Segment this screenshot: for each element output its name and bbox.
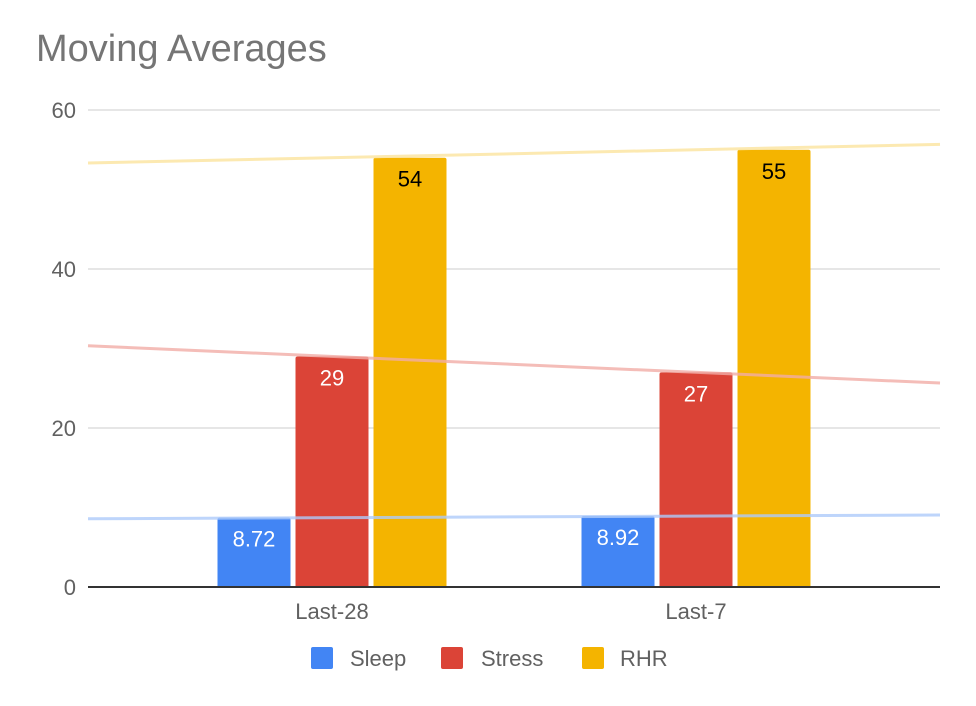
legend-swatch-sleep xyxy=(311,647,333,669)
bar-stress-last-7 xyxy=(659,372,733,587)
legend-label-sleep: Sleep xyxy=(350,646,406,671)
axes: 0 20 40 60 Last-28 Last-7 xyxy=(52,98,940,624)
legend-label-stress: Stress xyxy=(481,646,543,671)
trendline-rhr xyxy=(87,142,941,165)
trendlines xyxy=(87,142,941,521)
data-label-stress-last-7: 27 xyxy=(684,381,708,406)
bar-stress-last-28 xyxy=(295,356,369,587)
legend-label-rhr: RHR xyxy=(620,646,668,671)
bar-sleep-last-7 xyxy=(581,516,655,587)
legend: Sleep Stress RHR xyxy=(311,646,668,671)
y-tick-label-60: 60 xyxy=(52,98,76,123)
y-tick-label-0: 0 xyxy=(64,575,76,600)
bar-sleep-last-28 xyxy=(217,517,291,587)
bar-rhr-last-7 xyxy=(737,149,811,587)
chart-title: Moving Averages xyxy=(36,28,327,70)
x-tick-label-last-28: Last-28 xyxy=(295,599,368,624)
data-label-rhr-last-7: 55 xyxy=(762,159,786,184)
gridlines xyxy=(88,109,940,429)
trendline-sleep xyxy=(87,513,941,521)
data-label-rhr-last-28: 54 xyxy=(398,167,422,192)
data-label-sleep-last-7: 8.92 xyxy=(597,525,640,550)
trendline-stress xyxy=(87,344,941,385)
y-tick-label-40: 40 xyxy=(52,257,76,282)
bars xyxy=(217,149,811,587)
data-labels: 8.72 8.92 29 27 54 55 xyxy=(233,159,787,552)
y-tick-label-20: 20 xyxy=(52,416,76,441)
bar-rhr-last-28 xyxy=(373,157,447,587)
x-tick-label-last-7: Last-7 xyxy=(665,599,726,624)
legend-swatch-stress xyxy=(441,647,463,669)
legend-swatch-rhr xyxy=(582,647,604,669)
data-label-sleep-last-28: 8.72 xyxy=(233,527,276,552)
data-label-stress-last-28: 29 xyxy=(320,365,344,390)
